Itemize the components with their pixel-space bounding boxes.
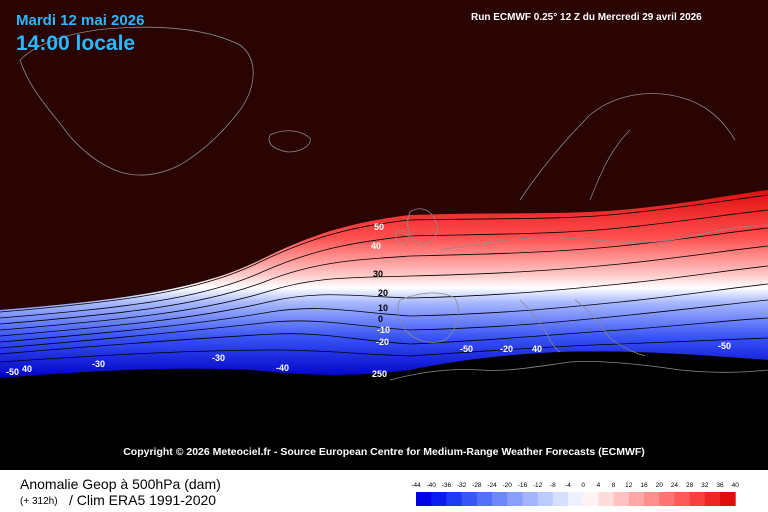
land-dark-area <box>0 351 768 470</box>
contour-lines <box>0 194 768 363</box>
contour-label: 20 <box>378 288 388 298</box>
contour-label: -20 <box>376 337 389 347</box>
scale-swatch <box>568 492 584 506</box>
scale-swatch <box>416 492 432 506</box>
climatology-label: / Clim ERA5 1991-2020 <box>69 492 217 508</box>
contour-label: -40 <box>276 363 289 373</box>
scale-tick-label: -32 <box>457 482 467 489</box>
contour-label: -50 <box>460 344 473 354</box>
scale-swatch <box>720 492 736 506</box>
scandinavia-coast <box>519 93 736 201</box>
scale-tick-label: -40 <box>426 482 436 489</box>
scale-tick-label: -20 <box>502 482 512 489</box>
contour-label: 10 <box>378 303 388 313</box>
scale-swatch <box>704 492 721 506</box>
scale-tick-label: 12 <box>625 482 633 489</box>
scale-swatch <box>674 492 691 506</box>
contour-20 <box>0 245 768 331</box>
contour-10 <box>0 265 768 337</box>
scale-tick-label: 16 <box>640 482 648 489</box>
coastlines <box>19 26 768 381</box>
scale-swatch <box>461 492 478 506</box>
europe-coast <box>439 224 768 251</box>
color-scale: -44 -40 -36 -32 -28 -24 -20 -16 -12 -8 -4 0 4 8 12 16 20… <box>411 482 740 506</box>
contour-label: 30 <box>373 269 383 279</box>
contour-0 <box>0 283 768 343</box>
scale-tick-label: 4 <box>597 482 601 489</box>
scale-swatch <box>446 492 463 506</box>
scale-swatch <box>507 492 523 506</box>
contour-label: 0 <box>378 314 383 324</box>
lead-time: (+ 312h) <box>20 496 58 507</box>
scale-swatch <box>659 492 675 506</box>
anomaly-band <box>0 190 768 378</box>
scale-tick-label: -4 <box>565 482 571 489</box>
copyright: Copyright © 2026 Meteociel.fr - Source E… <box>123 446 645 458</box>
scale-swatch <box>598 492 615 506</box>
scale-tick-label: 0 <box>581 482 585 489</box>
greenland-coast <box>19 26 254 176</box>
scale-swatch <box>644 492 660 506</box>
iberia-coast <box>397 292 459 343</box>
scale-swatch <box>552 492 569 506</box>
scale-tick-label: 20 <box>656 482 664 489</box>
scale-tick-label: 28 <box>686 482 694 489</box>
scale-tick-label: -12 <box>533 482 543 489</box>
contour-minus-20 <box>0 317 768 355</box>
balkan-coast <box>574 299 646 357</box>
scale-tick-label: 36 <box>716 482 724 489</box>
contour-label: 250 <box>372 369 387 379</box>
contour-50 <box>0 194 768 313</box>
contour-minus-30 <box>0 337 768 363</box>
scale-swatch <box>689 492 706 506</box>
scale-tick-label: -28 <box>472 482 482 489</box>
scale-swatch <box>537 492 554 506</box>
iceland-coast <box>268 130 311 153</box>
scale-tick-label: 24 <box>671 482 679 489</box>
contour-label: -30 <box>212 353 225 363</box>
forecast-hour: 14:00 locale <box>16 32 136 55</box>
scale-tick-label: -44 <box>411 482 421 489</box>
contour-40 <box>0 209 768 319</box>
contour-label: 40 <box>22 364 32 374</box>
contour-label: -50 <box>718 341 731 351</box>
scale-tick-label: 8 <box>612 482 616 489</box>
contour-label: -30 <box>92 359 105 369</box>
contour-label: -20 <box>500 344 513 354</box>
contour-label: -50 <box>6 367 19 377</box>
contour-label: 40 <box>371 241 381 251</box>
anomaly-map: 50 40 30 20 10 0 -10 -20 250 -50 40 -30 … <box>0 0 768 470</box>
contour-label: 40 <box>532 344 542 354</box>
scale-tick-label: -24 <box>487 482 497 489</box>
africa-coast <box>389 361 768 381</box>
parameter-label: Anomalie Geop à 500hPa (dam) <box>20 476 221 492</box>
contour-minus-10 <box>0 299 768 349</box>
scale-swatch <box>613 492 630 506</box>
scale-swatch <box>492 492 508 506</box>
scale-swatch <box>431 492 447 506</box>
scale-swatch <box>628 492 645 506</box>
scale-tick-label: -16 <box>518 482 528 489</box>
scale-swatch <box>522 492 539 506</box>
run-info: Run ECMWF 0.25° 12 Z du Mercredi 29 avri… <box>471 12 702 23</box>
scale-tick-label: -8 <box>550 482 556 489</box>
contour-label: 50 <box>374 222 384 232</box>
british-isles-coast <box>395 208 438 245</box>
contour-label: -10 <box>377 325 390 335</box>
forecast-date: Mardi 12 mai 2026 <box>16 12 145 29</box>
scale-swatch <box>476 492 493 506</box>
scale-tick-label: 32 <box>701 482 709 489</box>
contour-label-group: 50 40 30 20 10 0 -10 -20 250 -50 40 -30 … <box>6 222 731 379</box>
italy-coast <box>519 299 561 353</box>
scale-swatch <box>583 492 599 506</box>
scale-tick-label: -36 <box>442 482 452 489</box>
scale-tick-label: 40 <box>732 482 740 489</box>
